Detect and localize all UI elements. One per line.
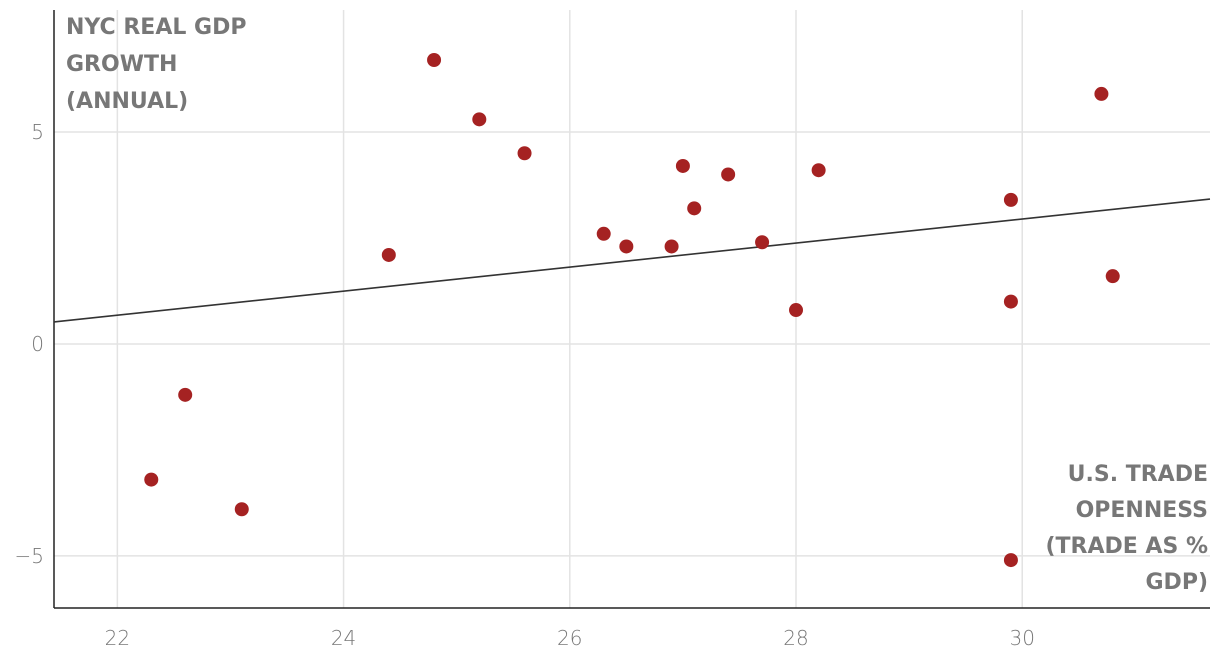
x-tick-label: 24	[331, 626, 356, 650]
point	[144, 472, 159, 487]
y-tick-label: −5	[15, 544, 44, 568]
point	[178, 387, 193, 402]
point	[517, 146, 532, 161]
point	[596, 226, 611, 241]
x-axis-label: U.S. TRADE	[1068, 462, 1208, 487]
point	[811, 163, 826, 178]
point	[755, 235, 770, 250]
point	[687, 201, 702, 216]
point	[1003, 192, 1018, 207]
y-axis-label: GROWTH	[66, 52, 177, 77]
point	[1094, 86, 1109, 101]
point	[381, 247, 396, 262]
point	[1105, 269, 1120, 284]
x-tick-label: 30	[1010, 626, 1035, 650]
x-tick-label: 28	[783, 626, 808, 650]
point	[472, 112, 487, 127]
point	[789, 303, 804, 318]
point	[1003, 553, 1018, 568]
y-axis-label: (ANNUAL)	[66, 89, 188, 114]
point	[675, 158, 690, 173]
x-axis-label: (TRADE AS %	[1045, 534, 1208, 559]
x-tick-label: 22	[105, 626, 130, 650]
point	[721, 167, 736, 182]
point	[619, 239, 634, 254]
point	[427, 53, 442, 68]
y-tick-label: 0	[31, 332, 44, 356]
point	[664, 239, 679, 254]
y-axis-label: NYC REAL GDP	[66, 15, 246, 40]
x-tick-label: 26	[557, 626, 582, 650]
y-tick-label: 5	[31, 120, 44, 144]
trend-line	[53, 198, 1211, 323]
point	[234, 502, 249, 517]
point	[1003, 294, 1018, 309]
x-axis-label: OPENNESS	[1076, 498, 1208, 523]
x-axis-label: GDP)	[1146, 570, 1209, 595]
